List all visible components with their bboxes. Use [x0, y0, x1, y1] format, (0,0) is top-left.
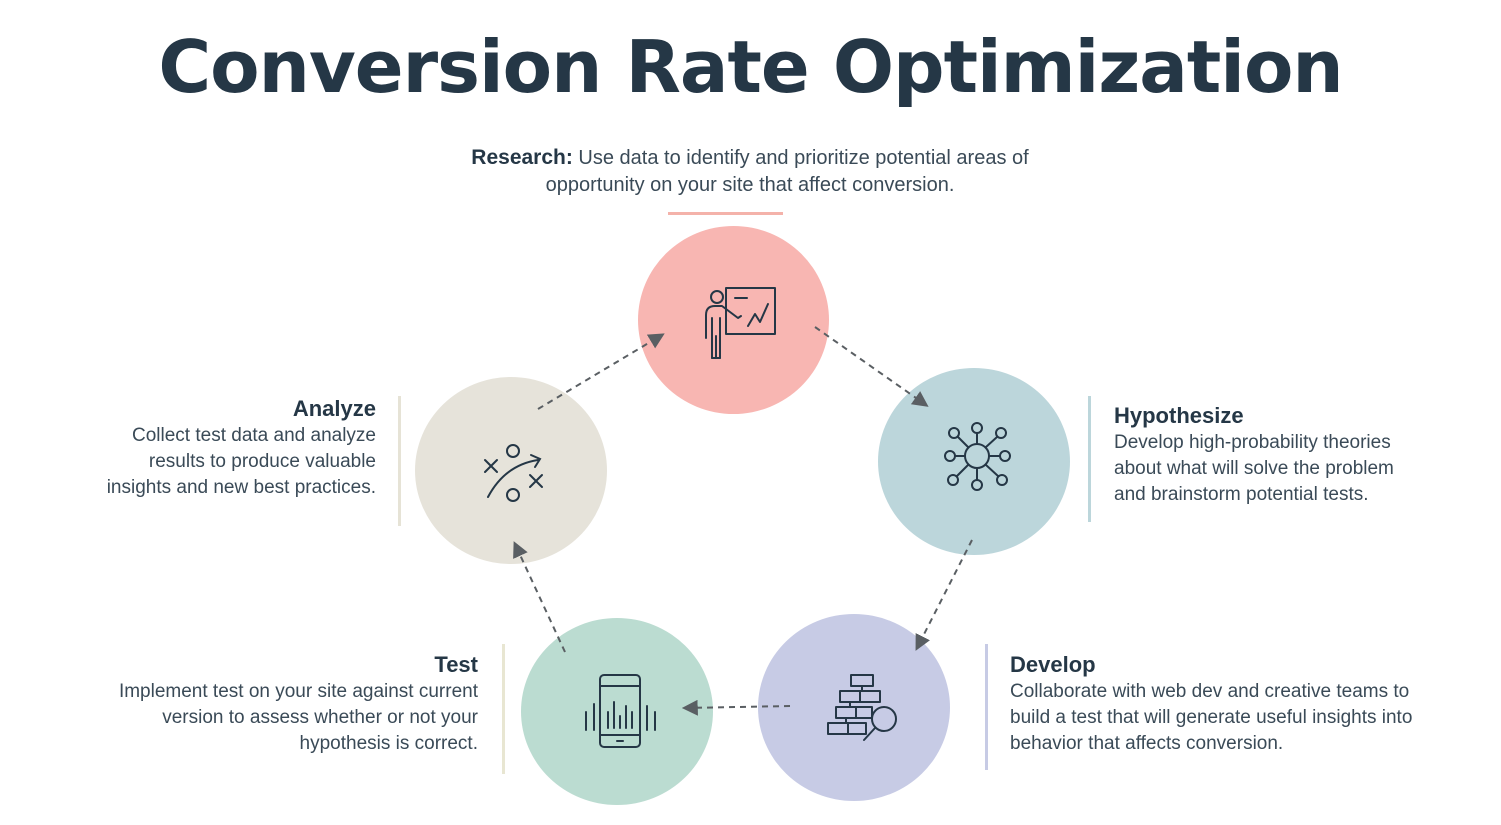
develop-text: Develop Collaborate with web dev and cre…	[1010, 651, 1490, 757]
mobile-analytics-icon	[585, 674, 656, 748]
arrow-hypothesize-to-develop	[915, 539, 973, 651]
test-label: Test	[434, 652, 478, 677]
arrow-test-to-analyze	[513, 541, 566, 653]
hypothesize-circle	[878, 368, 1070, 555]
arrow-develop-to-test	[681, 699, 791, 716]
hypothesize-accent-line	[1088, 396, 1091, 522]
develop-description-line2: build a test that will generate useful i…	[1010, 707, 1413, 728]
analyze-label: Analyze	[292, 396, 376, 421]
develop-accent-line	[985, 644, 988, 770]
arrow-analyze-to-research	[537, 333, 665, 410]
test-description-line2: version to assess whether or not your	[162, 707, 478, 728]
research-text: Research: Use data to identify and prior…	[400, 144, 1100, 199]
test-description-line3: hypothesis is correct.	[299, 733, 478, 754]
hypothesize-description-line2: about what will solve the problem	[1114, 458, 1394, 479]
research-description-line2: opportunity on your site that affect con…	[545, 174, 955, 196]
analyze-description-line3: insights and new best practices.	[106, 477, 376, 498]
develop-description-line3: behavior that affects conversion.	[1010, 733, 1284, 754]
research-circle	[638, 226, 829, 414]
network-nodes-icon	[944, 422, 1011, 491]
test-text: Test Implement test on your site against…	[40, 651, 478, 757]
research-accent-line	[668, 212, 783, 215]
strategy-play-icon	[484, 444, 543, 502]
presentation-icon	[705, 287, 776, 359]
research-description-line1: Use data to identify and prioritize pote…	[578, 147, 1029, 169]
research-label: Research:	[471, 146, 573, 169]
page-title: Conversion Rate Optimization	[158, 25, 1343, 109]
analyze-description-line1: Collect test data and analyze	[132, 425, 376, 446]
hypothesize-label: Hypothesize	[1114, 403, 1244, 428]
hypothesize-description-line3: and brainstorm potential tests.	[1114, 484, 1369, 505]
test-circle	[521, 618, 713, 805]
flowchart-search-icon	[827, 674, 897, 741]
analyze-accent-line	[398, 396, 401, 526]
arrow-research-to-hypothesize	[814, 326, 929, 407]
analyze-description-line2: results to produce valuable	[148, 451, 376, 472]
analyze-text: Analyze Collect test data and analyze re…	[40, 395, 376, 501]
test-description-line1: Implement test on your site against curr…	[118, 681, 478, 702]
develop-description-line1: Collaborate with web dev and creative te…	[1010, 681, 1410, 702]
test-accent-line	[502, 644, 505, 774]
hypothesize-description-line1: Develop high-probability theories	[1114, 432, 1391, 453]
develop-label: Develop	[1010, 652, 1096, 677]
hypothesize-text: Hypothesize Develop high-probability the…	[1114, 402, 1494, 508]
